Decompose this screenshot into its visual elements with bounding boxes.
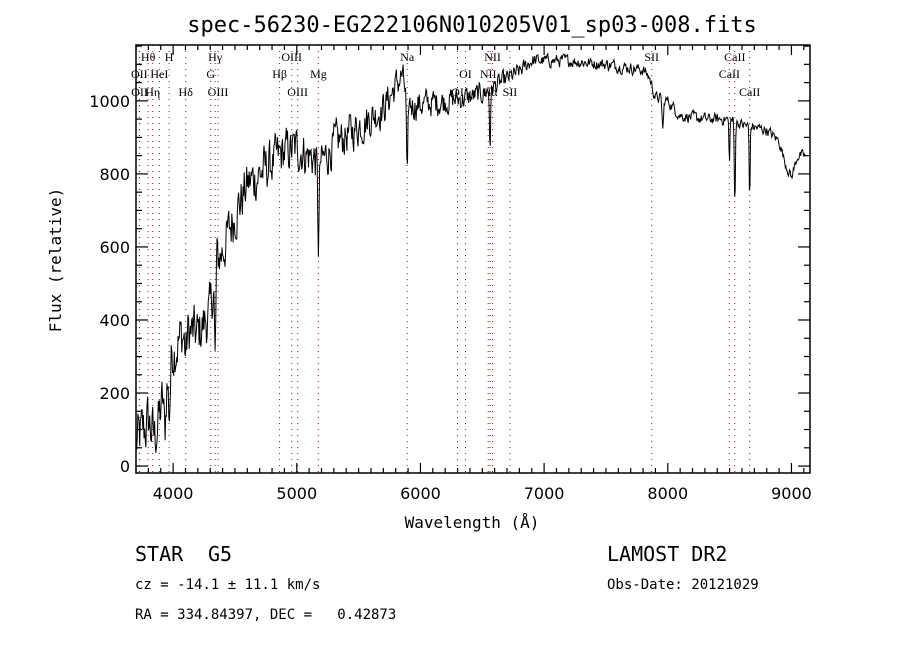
- line-marker-label: G: [206, 67, 215, 81]
- line-marker-label: HeI: [150, 67, 168, 81]
- y-tick-label: 200: [99, 384, 130, 403]
- line-marker-label: OI: [451, 85, 464, 99]
- object-subclass: G5: [208, 542, 232, 566]
- line-marker-label: Hβ: [272, 67, 287, 81]
- x-tick-label: 7000: [524, 484, 565, 503]
- x-tick-label: 8000: [647, 484, 688, 503]
- y-tick-label: 800: [99, 165, 130, 184]
- line-marker-label: CaII: [739, 85, 760, 99]
- line-marker-label: OII: [131, 67, 148, 81]
- line-marker-label: OIII: [208, 85, 229, 99]
- y-axis-label: Flux (relative): [46, 188, 65, 333]
- line-marker-label: SII: [644, 50, 659, 64]
- line-marker-label: OIII: [287, 85, 308, 99]
- line-marker-label: CaII: [724, 50, 745, 64]
- chart-title: spec-56230-EG222106N010205V01_sp03-008.f…: [187, 13, 757, 38]
- y-tick-label: 400: [99, 311, 130, 330]
- line-marker-label: H: [165, 50, 174, 64]
- line-marker-label: NII: [484, 50, 501, 64]
- x-tick-label: 6000: [400, 484, 441, 503]
- x-tick-label: 9000: [771, 484, 812, 503]
- y-tick-label: 1000: [89, 92, 130, 111]
- line-marker-label: Hδ: [179, 85, 194, 99]
- plot-frame: [135, 44, 811, 474]
- line-marker-label: Hγ: [208, 50, 223, 64]
- line-marker-label: Hη: [145, 85, 160, 99]
- x-tick-label: 4000: [153, 484, 194, 503]
- x-tick-label: 5000: [276, 484, 317, 503]
- spectrum-line: [135, 52, 806, 453]
- line-marker-label: SII: [503, 85, 518, 99]
- axes: 4000 5000 6000 7000 8000 9000 0 200 400 600 800 100…: [89, 44, 812, 503]
- y-tick-label: 0: [120, 457, 130, 476]
- line-marker-label: OI: [459, 67, 472, 81]
- coordinates: RA = 334.84397, DEC = 0.42873: [135, 607, 396, 623]
- obs-date: Obs-Date: 20121029: [607, 577, 759, 593]
- line-marker-label: Hθ: [141, 50, 156, 64]
- line-marker-label: CaII: [719, 67, 740, 81]
- object-class: STAR: [135, 542, 184, 566]
- line-marker-label: NII: [480, 67, 497, 81]
- x-axis-label: Wavelength (Å): [405, 513, 540, 532]
- line-marker-label: OIII: [281, 50, 302, 64]
- y-tick-label: 600: [99, 238, 130, 257]
- survey-name: LAMOST DR2: [607, 542, 727, 566]
- line-marker-label: Na: [400, 50, 415, 64]
- line-marker-label: Mg: [310, 67, 327, 81]
- redshift-text: cz = -14.1 ± 11.1 km/s: [135, 577, 320, 593]
